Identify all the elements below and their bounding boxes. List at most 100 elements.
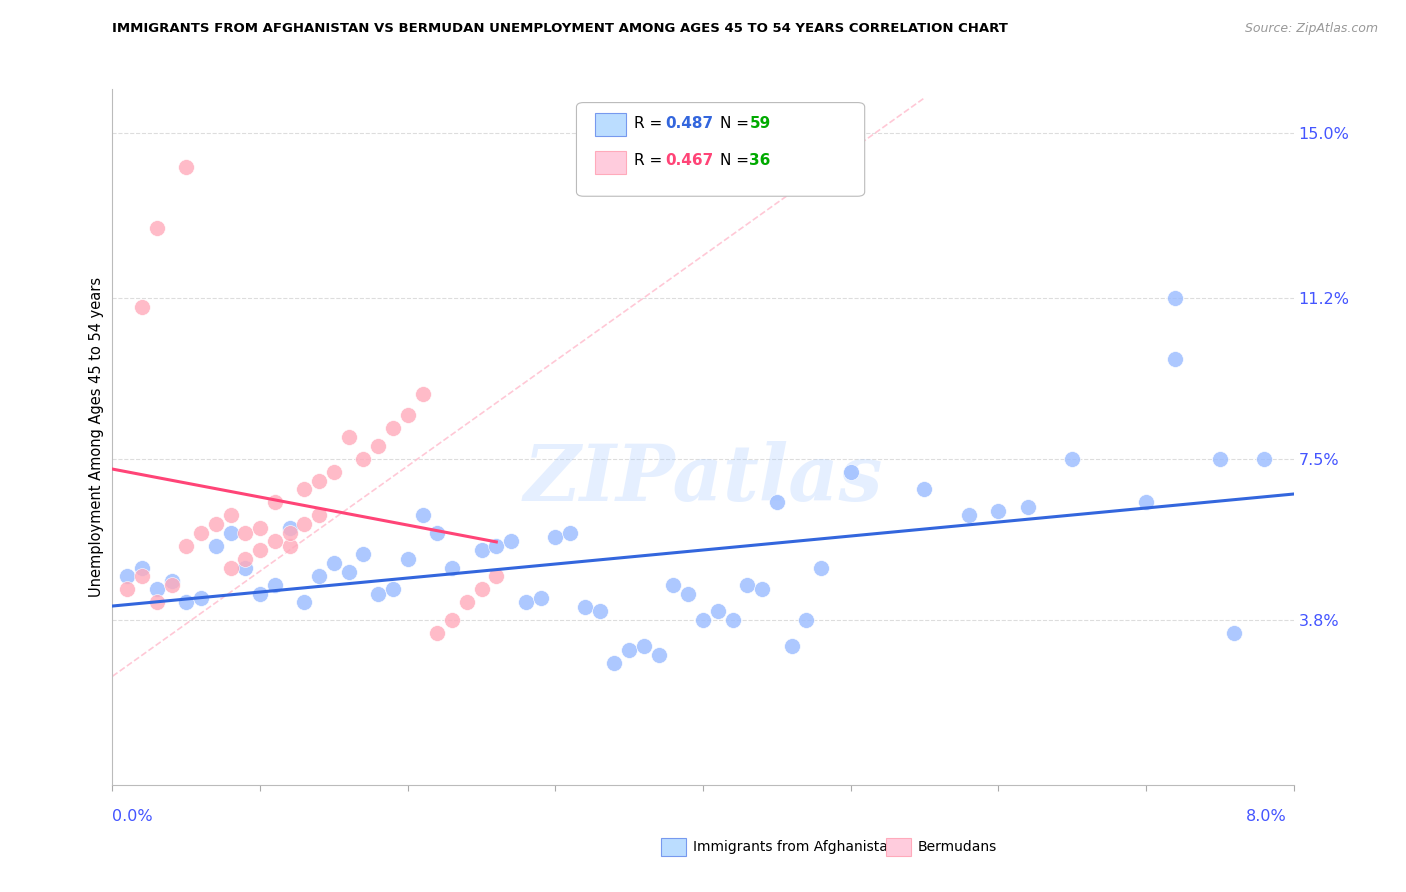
Point: [292, 595, 315, 609]
Text: R =: R =: [634, 153, 668, 168]
Text: N =: N =: [720, 116, 754, 130]
Point: [544, 530, 567, 544]
Y-axis label: Unemployment Among Ages 45 to 54 years: Unemployment Among Ages 45 to 54 years: [89, 277, 104, 597]
Point: [264, 578, 287, 592]
Text: 0.0%: 0.0%: [112, 809, 153, 823]
Point: [501, 534, 523, 549]
Point: [278, 539, 301, 553]
Point: [249, 587, 271, 601]
Point: [426, 525, 449, 540]
Point: [396, 409, 419, 423]
Text: Immigrants from Afghanistan: Immigrants from Afghanistan: [693, 840, 897, 855]
Text: 8.0%: 8.0%: [1246, 809, 1286, 823]
Point: [396, 551, 419, 566]
Point: [412, 386, 434, 401]
Point: [382, 582, 405, 597]
Point: [337, 565, 360, 579]
Point: [249, 543, 271, 558]
Point: [839, 465, 862, 479]
Point: [190, 525, 212, 540]
Text: 0.487: 0.487: [665, 116, 713, 130]
Text: ZIPatlas: ZIPatlas: [523, 441, 883, 517]
Point: [412, 508, 434, 523]
Point: [485, 569, 508, 583]
Point: [662, 578, 685, 592]
Text: R =: R =: [634, 116, 668, 130]
Point: [146, 595, 169, 609]
Point: [633, 639, 655, 653]
Point: [233, 551, 256, 566]
Point: [707, 604, 730, 618]
Point: [323, 465, 346, 479]
Point: [174, 539, 197, 553]
Point: [1017, 500, 1039, 514]
Point: [588, 604, 610, 618]
Point: [219, 525, 242, 540]
Point: [367, 439, 389, 453]
Point: [146, 582, 169, 597]
Point: [1253, 451, 1275, 466]
Text: 36: 36: [749, 153, 770, 168]
Point: [560, 525, 582, 540]
Point: [278, 525, 301, 540]
Point: [765, 495, 787, 509]
Text: Source: ZipAtlas.com: Source: ZipAtlas.com: [1244, 22, 1378, 36]
Point: [1164, 291, 1187, 305]
Point: [441, 560, 464, 574]
Point: [485, 539, 508, 553]
Point: [721, 613, 744, 627]
Point: [810, 560, 832, 574]
Point: [278, 521, 301, 535]
Point: [796, 613, 818, 627]
Point: [957, 508, 980, 523]
Point: [382, 421, 405, 435]
Point: [308, 569, 330, 583]
Point: [515, 595, 537, 609]
Point: [678, 587, 700, 601]
Point: [1223, 625, 1246, 640]
Point: [205, 539, 228, 553]
Point: [647, 648, 671, 662]
Point: [264, 534, 287, 549]
Point: [456, 595, 478, 609]
Point: [619, 643, 641, 657]
Point: [914, 482, 936, 496]
Point: [292, 482, 315, 496]
Point: [131, 560, 153, 574]
Point: [352, 548, 374, 562]
Point: [323, 556, 346, 570]
Point: [692, 613, 714, 627]
Point: [780, 639, 803, 653]
Point: [292, 516, 315, 531]
Point: [233, 525, 256, 540]
Point: [308, 508, 330, 523]
Point: [367, 587, 389, 601]
Point: [174, 161, 197, 175]
Point: [471, 582, 494, 597]
Point: [603, 657, 626, 671]
Point: [233, 560, 256, 574]
Point: [219, 508, 242, 523]
Point: [337, 430, 360, 444]
Point: [131, 569, 153, 583]
Text: 59: 59: [749, 116, 770, 130]
Text: N =: N =: [720, 153, 754, 168]
Point: [426, 625, 449, 640]
Point: [441, 613, 464, 627]
Point: [249, 521, 271, 535]
Point: [117, 569, 138, 583]
Point: [160, 574, 183, 588]
Point: [264, 495, 287, 509]
Point: [1135, 495, 1157, 509]
Point: [529, 591, 551, 605]
Point: [737, 578, 759, 592]
Point: [751, 582, 773, 597]
Point: [131, 300, 153, 314]
Point: [174, 595, 197, 609]
Point: [190, 591, 212, 605]
Point: [1164, 351, 1187, 366]
Point: [219, 560, 242, 574]
Point: [308, 474, 330, 488]
Text: 0.467: 0.467: [665, 153, 713, 168]
Point: [146, 221, 169, 235]
